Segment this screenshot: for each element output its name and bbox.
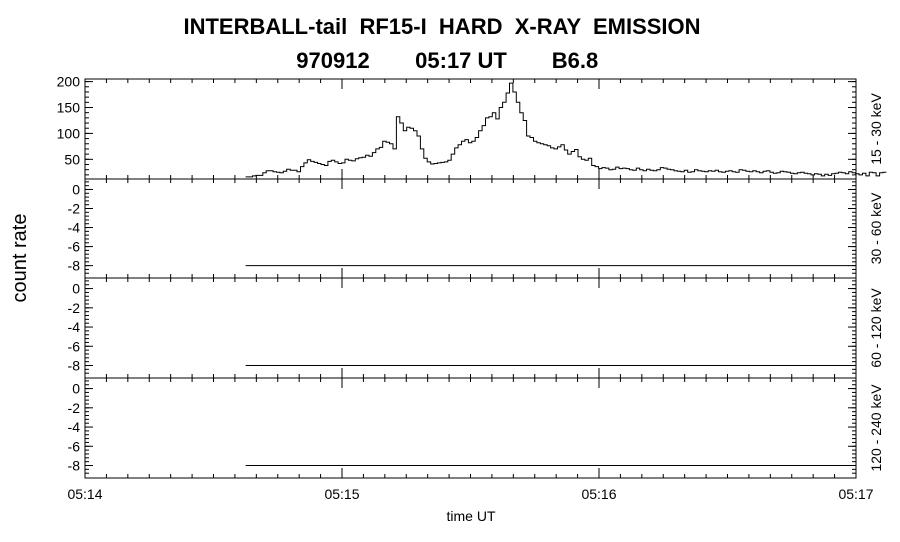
panel-2: -8 -6 -4 -2 0 30 - 60 keV: [68, 178, 884, 279]
y-tick-label: 0: [72, 181, 80, 197]
y-tick-label: -8: [68, 458, 81, 474]
y-axis-label: count rate: [9, 214, 31, 303]
y-tick-label: 0: [72, 281, 80, 297]
panel-frame: [84, 277, 857, 379]
channel-label: 15 - 30 keV: [868, 93, 884, 165]
y-tick-label: -8: [68, 358, 81, 374]
y-tick-label: -2: [68, 400, 81, 416]
y-tick-label: -4: [68, 220, 81, 236]
y-tick-label: 100: [57, 125, 81, 141]
chart-title-line2: 970912 05:17 UT B6.8: [296, 48, 598, 73]
title-time: 05:17 UT: [415, 48, 507, 73]
y-tick-label: -6: [68, 338, 81, 354]
panel-4: -8 -6 -4 -2 0 120 - 240 keV: [68, 377, 884, 479]
y-tick-label: 50: [64, 151, 80, 167]
y-tick-label: 0: [72, 381, 80, 397]
x-tick-label: 05:14: [67, 486, 102, 502]
title-date: 970912: [296, 48, 369, 73]
chart-title-line1: INTERBALL-tail RF15-I HARD X-RAY EMISSIO…: [183, 14, 700, 39]
channel-label: 60 - 120 keV: [868, 288, 884, 368]
y-tick-label: -2: [68, 300, 81, 316]
y-tick-label: -2: [68, 201, 81, 217]
y-tick-label: 200: [57, 74, 81, 90]
y-tick-label: 150: [57, 99, 81, 115]
channel-label: 30 - 60 keV: [868, 192, 884, 264]
panel-frame: [84, 178, 857, 279]
title-class: B6.8: [552, 48, 598, 73]
panels-group: 50 100 150 200 15 - 30 keV -8 -6 -4 -2 0 30 - 60 k…: [57, 74, 887, 502]
panel-1: 50 100 150 200 15 - 30 keV: [57, 74, 887, 180]
y-tick-label: -6: [68, 239, 81, 255]
y-tick-label: -8: [68, 258, 81, 274]
x-tick-label: 05:15: [324, 486, 359, 502]
x-tick-label: 05:17: [838, 486, 873, 502]
y-tick-label: -4: [68, 319, 81, 335]
x-axis-label: time UT: [447, 508, 496, 524]
y-tick-label: -6: [68, 438, 81, 454]
y-tick-label: -4: [68, 419, 81, 435]
panel-frame: [84, 78, 857, 180]
panel-frame: [84, 377, 857, 479]
channel-label: 120 - 240 keV: [868, 384, 884, 472]
series-line: [245, 82, 887, 178]
x-tick-label: 05:16: [581, 486, 616, 502]
panel-3: -8 -6 -4 -2 0 60 - 120 keV: [68, 277, 884, 379]
